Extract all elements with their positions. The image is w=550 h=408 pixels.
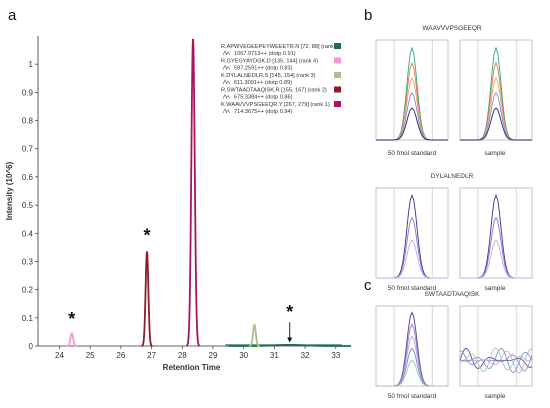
series-3-peak — [248, 323, 260, 347]
legend-entry-detail: 1067.9713++ (dotp 0.91) — [234, 51, 296, 57]
mini-plot-c-sample — [459, 305, 533, 387]
y-axis-title: Intensity (10^6) — [5, 161, 14, 220]
y-tick-label: 1 — [29, 60, 34, 69]
y-tick-label: 0.1 — [22, 314, 34, 323]
x-tick-label: 33 — [331, 351, 340, 360]
asterisk-annotation-3: * — [286, 302, 293, 322]
mini-plot-frame — [375, 187, 449, 279]
mini-trace — [459, 350, 533, 372]
mini-plot-b1-sample — [459, 39, 533, 141]
x-tick-label: 24 — [55, 351, 64, 360]
legend-entry-detail: 611.3091++ (dotp 0.89) — [234, 80, 292, 86]
x-tick-label: 25 — [86, 351, 95, 360]
mini-trace — [460, 347, 533, 373]
panel-c-standard-label: 50 fmol standard — [388, 393, 437, 400]
legend-entry-detail: 675.3384++ (dotp 0.86) — [234, 95, 293, 101]
mini-plot-frame — [375, 305, 449, 387]
panel-b1-standard-label: 50 fmol standard — [388, 150, 437, 157]
x-tick-label: 27 — [147, 351, 156, 360]
x-tick-label: 28 — [178, 351, 187, 360]
mini-trace — [460, 107, 532, 141]
arrow-head — [287, 337, 293, 343]
y-tick-label: 0.6 — [22, 173, 34, 182]
legend-entry-name: R.GYEGYAYDGK.D [135, 144] (rank 4) — [221, 59, 318, 65]
peak-shape-icon — [222, 108, 231, 114]
legend-swatch — [334, 57, 341, 64]
peak-shape-icon — [222, 64, 231, 70]
series-2-peak — [66, 332, 78, 347]
panel-c-title: SWTAADTAAQISK — [424, 291, 480, 298]
legend-swatch — [334, 86, 341, 93]
asterisk-annotation-1: * — [68, 309, 75, 329]
y-tick-label: 0.8 — [22, 117, 34, 126]
panel-b1-title: WAAVVVPSGEEQR — [422, 25, 482, 32]
main-axes: 24 25 26 27 28 29 30 31 32 33 0 0.1 0.2 0.3 0.4 0.5 0.6 0… — [22, 36, 345, 360]
x-tick-label: 32 — [301, 351, 310, 360]
mini-plot-frame — [459, 39, 533, 141]
panel-letter-b: b — [364, 7, 372, 24]
mini-plot-frame — [459, 305, 533, 387]
y-tick-label: 0.5 — [22, 201, 34, 210]
mini-plot-frame — [459, 187, 533, 279]
legend-entry-name: R.APWVEGEEPEYWEEETR.N [72, 88] (rank 5) — [221, 44, 341, 50]
y-tick-label: 0 — [29, 342, 34, 351]
x-tick-label: 26 — [116, 351, 125, 360]
mini-trace — [459, 347, 533, 373]
legend-entry-name: K.DYLALNEDLR.S [145, 154] (rank 3) — [221, 73, 316, 79]
y-tick-label: 0.7 — [22, 145, 34, 154]
peak-shape-icon — [222, 50, 231, 56]
series-5-peak — [186, 38, 201, 347]
small-panels: WAAVVVPSGEEQR 50 fmol standard sample DY… — [375, 25, 533, 400]
legend-entry-name: R.SWTAADTAAQISK.R [155, 167] (rank 2) — [221, 88, 327, 94]
legend-entry-detail: 714.3675++ (dotp 0.94) — [234, 109, 293, 115]
legend-swatch — [334, 101, 341, 107]
mini-plot-b1-standard — [375, 39, 449, 141]
legend-swatch — [334, 43, 341, 49]
panel-letter-a: a — [8, 7, 17, 24]
panel-c-sample-label: sample — [485, 393, 506, 400]
peak-shape-icon — [222, 79, 231, 85]
asterisk-annotation-2: * — [143, 226, 150, 246]
legend-entry-detail: 597.2591++ (dotp 0.83) — [234, 66, 293, 72]
x-tick-label: 31 — [270, 351, 279, 360]
legend-swatch — [334, 72, 341, 78]
legend-entry-name: K.WAAVVVPSGEEQR.Y [267, 279] (rank 1) — [221, 102, 330, 108]
y-tick-label: 0.3 — [22, 257, 34, 266]
mini-trace — [460, 239, 532, 279]
x-tick-label: 29 — [209, 351, 218, 360]
mini-plot-frame — [375, 39, 449, 141]
series-4-peak — [141, 251, 153, 347]
panel-b2-title: DYLALNEDLR — [431, 173, 474, 180]
panel-b2-standard-label: 50 fmol standard — [388, 285, 437, 292]
main-annotations: * * * — [68, 226, 293, 343]
mini-plot-b2-sample — [459, 187, 533, 279]
series-1-peak — [228, 343, 352, 347]
mini-plot-c-standard — [375, 305, 449, 387]
mini-plots — [375, 39, 533, 387]
mini-trace — [376, 359, 448, 387]
y-tick-label: 0.4 — [22, 229, 34, 238]
peak-shape-icon — [222, 93, 231, 99]
x-tick-label: 30 — [239, 351, 248, 360]
panel-b1-sample-label: sample — [485, 150, 506, 157]
main-chromatogram: 24 25 26 27 28 29 30 31 32 33 0 0.1 0.2 0.3 0.4 0.5 0.6 0… — [5, 36, 352, 372]
panel-letter-c: c — [364, 277, 372, 294]
mini-trace — [459, 348, 533, 374]
y-tick-label: 0.2 — [22, 286, 34, 295]
mini-trace — [376, 239, 448, 279]
y-tick-label: 0.9 — [22, 88, 34, 97]
mini-plot-b2-standard — [375, 187, 449, 279]
main-series — [66, 38, 352, 347]
mini-trace — [459, 347, 533, 370]
panel-b2-sample-label: sample — [485, 285, 506, 292]
mini-trace — [376, 107, 448, 141]
x-axis-title: Retention Time — [163, 363, 221, 372]
legend: R.APWVEGEEPEYWEEETR.N [72, 88] (rank 5)1… — [221, 43, 341, 115]
